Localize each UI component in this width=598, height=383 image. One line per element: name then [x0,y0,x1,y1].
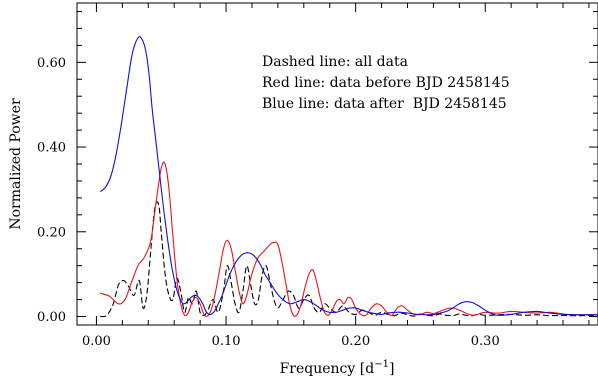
y-tick-label: 0.40 [37,141,66,156]
x-tick-label: 0.10 [212,334,241,349]
annotation-red-line: Red line: data before BJD 2458145 [262,75,510,91]
x-tick-label: 0.00 [82,334,111,349]
series-all-data-line [100,201,598,318]
plot-frame [76,2,598,326]
y-axis-label: Normalized Power [8,98,24,230]
x-axis-label: Frequency [d−1] [280,359,395,377]
annotation-blue-line: Blue line: data after BJD 2458145 [262,96,507,112]
ticks-layer: 0.00 0.10 0.20 0.30 0.00 0.20 0.40 0.60 [37,3,598,349]
y-tick-label: 0.00 [37,310,66,325]
series-before-line [100,161,598,317]
x-tick-label: 0.20 [341,334,370,349]
annotation-all-data: Dashed line: all data [262,54,408,70]
series-after-line [99,36,598,316]
y-tick-label: 0.20 [37,225,66,240]
series-layer [99,36,598,318]
x-tick-label: 0.30 [471,334,500,349]
y-tick-label: 0.60 [37,56,66,71]
